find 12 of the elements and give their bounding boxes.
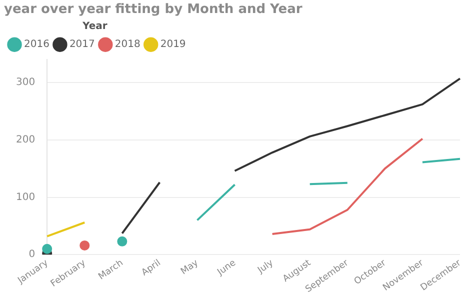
legend-label: 2018 [114, 39, 140, 50]
legend-label: 2017 [69, 39, 95, 50]
y-tick-label: 200 [16, 134, 36, 146]
y-tick-label: 0 [28, 249, 36, 260]
y-tick-label: 100 [16, 192, 36, 203]
x-tick-label: May [179, 258, 201, 278]
x-tick-label: July [256, 258, 276, 276]
y-tick-label: 300 [16, 77, 36, 88]
legend-title: Year [82, 21, 108, 32]
legend-label: 2019 [160, 39, 186, 50]
chart-title: year over year fitting by Month and Year [4, 2, 303, 18]
legend-label: 2016 [24, 39, 50, 50]
